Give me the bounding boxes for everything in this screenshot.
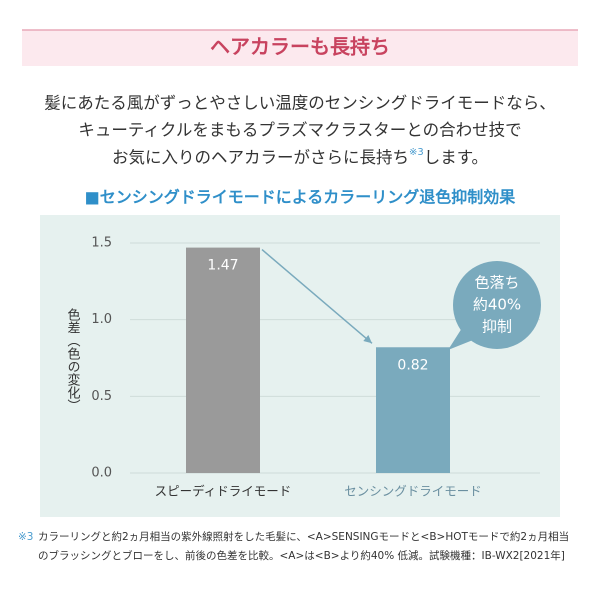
- header-title: ヘアカラーも長持ち: [210, 35, 390, 59]
- x-tick-label: スピーディドライモード: [155, 484, 292, 499]
- footnote-marker: ※3: [18, 531, 33, 543]
- intro-line: キューティクルをまもるプラズマクラスターとの合わせ技で: [78, 121, 521, 140]
- bubble-text: 色落ち: [474, 274, 519, 292]
- value-label: 1.47: [207, 258, 238, 274]
- y-tick-label: 1.5: [91, 236, 112, 251]
- chart-title: ■センシングドライモードによるカラーリング退色抑制効果: [85, 188, 516, 207]
- bar: [376, 347, 450, 473]
- y-tick-label: 0.5: [91, 389, 112, 404]
- y-tick-label: 1.0: [91, 312, 112, 327]
- arrow-line: [261, 249, 373, 344]
- bubble-text: 抑制: [482, 318, 512, 336]
- bubble-text: 約40%: [473, 296, 521, 314]
- arrow-head: [363, 335, 372, 344]
- bubble: [453, 261, 541, 349]
- footnote-line: のブラッシングとブローをし、前後の色差を比較。<A>は<B>より約40% 低減。…: [38, 549, 565, 562]
- y-axis-label: 色差（色の変化）: [65, 307, 81, 412]
- intro-note: ※3: [409, 147, 424, 158]
- y-tick-label: 0.0: [91, 466, 112, 481]
- chart-panel: [40, 215, 560, 517]
- plot: 0.0 0.5 1.0 1.5 スピーディドライモード 1.47 センシングドライモード 0.…: [91, 236, 541, 499]
- intro-line: 髪にあたる風がずっとやさしい温度のセンシングドライモードなら、: [44, 94, 556, 113]
- value-label: 0.82: [397, 357, 428, 373]
- intro-text: お気に入りのヘアカラーがさらに長持ち: [112, 148, 409, 167]
- header-band: [22, 30, 578, 66]
- bar: [186, 247, 260, 473]
- footnote-line: カラーリングと約2ヵ月相当の紫外線照射をした毛髪に、<A>SENSINGモードと…: [38, 530, 569, 543]
- intro-line: お気に入りのヘアカラーがさらに長持ち※3します。: [112, 147, 488, 167]
- x-tick-label: センシングドライモード: [344, 484, 482, 499]
- intro-text: します。: [424, 148, 488, 167]
